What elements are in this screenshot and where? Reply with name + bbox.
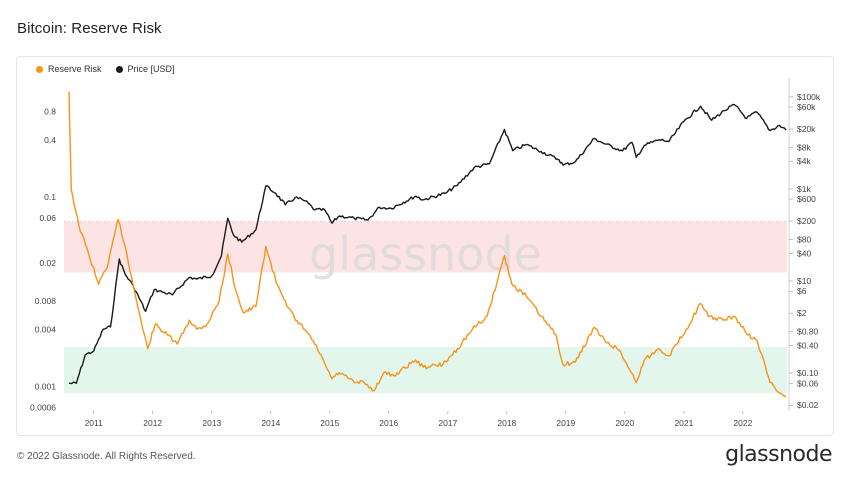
- y-left-tick-label: 0.06: [39, 213, 56, 223]
- watermark-text: glassnode: [309, 227, 542, 281]
- y-left-tick-label: 0.001: [35, 381, 57, 391]
- y-left-tick-label: 0.008: [35, 296, 57, 306]
- x-tick-label: 2021: [674, 418, 693, 428]
- x-tick-label: 2011: [85, 418, 104, 428]
- legend-item-price[interactable]: Price [USD]: [115, 64, 175, 74]
- x-tick-label: 2019: [556, 418, 575, 428]
- legend-swatch-price: [115, 65, 123, 73]
- band-low: [64, 347, 787, 394]
- y-right-tick-label: $1k: [797, 184, 811, 194]
- x-tick-label: 2012: [143, 418, 162, 428]
- series-line-reserve-risk: [68, 91, 787, 398]
- copyright-text: © 2022 Glassnode. All Rights Reserved.: [17, 451, 196, 462]
- x-tick-label: 2018: [497, 418, 516, 428]
- y-right-tick-label: $10: [797, 276, 811, 286]
- y-left-tick-label: 0.8: [44, 107, 56, 117]
- x-tick-label: 2016: [379, 418, 398, 428]
- y-left-tick-label: 0.004: [35, 324, 57, 334]
- legend-item-reserve-risk[interactable]: Reserve Risk: [36, 64, 102, 74]
- y-right-tick-label: $100k: [797, 92, 821, 102]
- y-right-tick-label: $6: [797, 286, 807, 296]
- y-right-tick-label: $40: [797, 248, 811, 258]
- y-right-tick-label: $2: [797, 308, 807, 318]
- x-tick-label: 2020: [615, 418, 634, 428]
- legend-swatch-reserve-risk: [36, 65, 43, 73]
- y-right-tick-label: $20k: [797, 124, 816, 134]
- legend-label-price: Price [USD]: [127, 64, 175, 74]
- brand-logo: glassnode: [725, 442, 832, 467]
- series-line-price: [69, 103, 787, 385]
- y-right-tick-label: $200: [797, 216, 816, 226]
- x-tick-label: 2015: [320, 418, 339, 428]
- page-title: Bitcoin: Reserve Risk: [17, 20, 162, 37]
- x-tick-label: 2017: [438, 418, 457, 428]
- y-left-tick-label: 0.1: [44, 192, 56, 202]
- chart-legend: Reserve Risk Price [USD]: [36, 64, 175, 74]
- y-right-tick-label: $600: [797, 194, 816, 204]
- x-tick-label: 2014: [261, 418, 280, 428]
- y-right-tick-label: $8k: [797, 142, 811, 152]
- y-right-tick-label: $0.80: [797, 326, 819, 336]
- band-high: [64, 221, 787, 273]
- y-left-tick-label: 0.4: [44, 135, 56, 145]
- y-left-tick-label: 0.0006: [30, 402, 56, 412]
- y-right-tick-label: $0.10: [797, 368, 819, 378]
- x-tick-label: 2022: [733, 418, 752, 428]
- y-right-tick-label: $0.02: [797, 400, 819, 410]
- x-tick-label: 2013: [202, 418, 221, 428]
- y-right-tick-label: $60k: [797, 102, 816, 112]
- legend-label-reserve-risk: Reserve Risk: [48, 64, 102, 74]
- y-right-tick-label: $80: [797, 234, 811, 244]
- y-right-tick-label: $0.40: [797, 340, 819, 350]
- y-right-tick-label: $4k: [797, 156, 811, 166]
- y-right-tick-label: $0.06: [797, 378, 819, 388]
- y-left-tick-label: 0.02: [39, 258, 56, 268]
